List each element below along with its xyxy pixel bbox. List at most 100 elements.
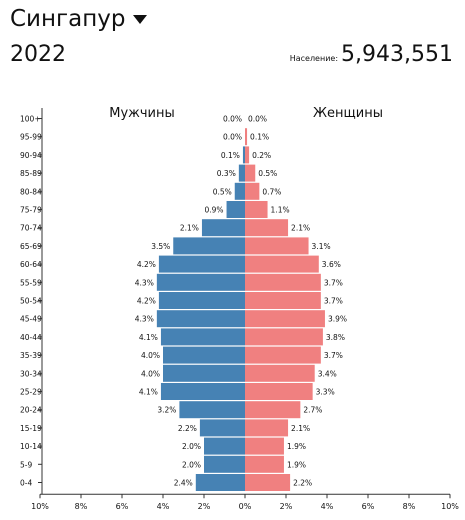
female-value-label: 3.7% — [324, 351, 343, 360]
male-bar — [160, 383, 245, 400]
age-label: 85-89 — [20, 169, 42, 178]
age-label: 50-54 — [20, 297, 42, 306]
male-bar — [234, 182, 245, 200]
male-bar — [226, 201, 245, 218]
female-bar — [245, 292, 321, 309]
age-label: 15-19 — [20, 424, 42, 433]
female-bar — [245, 219, 289, 237]
male-value-label: 2.0% — [182, 442, 201, 451]
male-bar — [158, 292, 245, 309]
female-side-label: Женщины — [313, 106, 383, 121]
female-value-label: 0.1% — [250, 133, 269, 142]
male-bar — [179, 401, 245, 419]
female-value-label: 3.9% — [328, 315, 347, 324]
female-bar — [245, 401, 301, 419]
x-tick-label: 2% — [198, 502, 211, 511]
female-value-label: 2.7% — [303, 406, 322, 415]
female-value-label: 0.5% — [258, 169, 277, 178]
age-label: 30-34 — [20, 369, 42, 378]
age-label: 10-14 — [20, 442, 42, 451]
male-side-label: Мужчины — [109, 106, 175, 121]
male-value-label: 4.3% — [135, 278, 154, 287]
male-bar — [242, 146, 245, 164]
male-value-label: 4.0% — [141, 369, 160, 378]
female-bar — [245, 164, 256, 182]
male-bar — [156, 273, 245, 291]
female-value-label: 0.0% — [248, 115, 267, 124]
female-value-label: 3.4% — [318, 369, 337, 378]
female-bar — [245, 237, 309, 255]
female-value-label: 3.3% — [316, 388, 335, 397]
male-value-label: 0.0% — [223, 115, 242, 124]
female-bar — [245, 364, 315, 382]
male-value-label: 4.3% — [135, 315, 154, 324]
male-value-label: 4.1% — [139, 388, 158, 397]
female-bar — [245, 437, 284, 455]
male-value-label: 2.4% — [174, 479, 193, 488]
male-value-label: 0.9% — [204, 206, 223, 215]
x-tick-label: 6% — [362, 502, 375, 511]
age-label: 65-69 — [20, 242, 42, 251]
population-value: 5,943,551 — [341, 42, 453, 67]
female-value-label: 2.2% — [293, 479, 312, 488]
age-label: 70-74 — [20, 224, 42, 233]
female-bar — [245, 201, 268, 218]
age-label: 75-79 — [20, 206, 42, 215]
female-value-label: 1.9% — [287, 442, 306, 451]
male-value-label: 2.0% — [182, 460, 201, 469]
age-label: 35-39 — [20, 351, 42, 360]
female-bar — [245, 310, 325, 328]
male-value-label: 3.5% — [151, 242, 170, 251]
male-bar — [199, 419, 245, 437]
male-bar — [163, 364, 245, 382]
age-label: 60-64 — [20, 260, 42, 269]
male-bar — [163, 346, 245, 364]
caret-down-icon — [133, 14, 148, 24]
female-value-label: 3.8% — [326, 333, 345, 342]
female-bar — [245, 346, 321, 364]
male-value-label: 0.5% — [213, 187, 232, 196]
female-bar — [245, 383, 313, 400]
x-tick-label: 2% — [280, 502, 293, 511]
male-value-label: 2.2% — [178, 424, 197, 433]
female-value-label: 3.7% — [324, 278, 343, 287]
male-value-label: 0.3% — [217, 169, 236, 178]
female-value-label: 0.7% — [262, 187, 281, 196]
male-value-label: 0.0% — [223, 133, 242, 142]
female-value-label: 1.9% — [287, 460, 306, 469]
female-bar — [245, 455, 284, 473]
x-tick-label: 4% — [157, 502, 170, 511]
male-bar — [204, 437, 245, 455]
age-label: 20-24 — [20, 406, 42, 415]
female-value-label: 3.1% — [312, 242, 331, 251]
population-readout: Население: 5,943,551 — [290, 42, 453, 67]
country-selector[interactable]: Сингапур — [10, 6, 148, 32]
male-bar — [238, 164, 245, 182]
population-label: Население: — [289, 54, 339, 63]
female-bar — [245, 146, 250, 164]
male-value-label: 2.1% — [180, 224, 199, 233]
age-label: 90-94 — [20, 151, 42, 160]
male-bar — [201, 219, 245, 237]
x-tick-label: 8% — [403, 502, 416, 511]
age-label: 5-9 — [20, 460, 32, 469]
male-value-label: 3.2% — [157, 406, 176, 415]
year-label: 2022 — [10, 42, 66, 67]
male-value-label: 0.1% — [221, 151, 240, 160]
male-value-label: 4.0% — [141, 351, 160, 360]
female-bar — [245, 273, 321, 291]
male-bar — [173, 237, 245, 255]
female-value-label: 2.1% — [291, 224, 310, 233]
male-value-label: 4.1% — [139, 333, 158, 342]
x-tick-label: 10% — [441, 502, 459, 511]
female-value-label: 3.6% — [322, 260, 341, 269]
female-value-label: 3.7% — [324, 297, 343, 306]
country-name: Сингапур — [10, 6, 126, 32]
age-label: 25-29 — [20, 388, 42, 397]
age-label: 45-49 — [20, 315, 42, 324]
age-label: 40-44 — [20, 333, 42, 342]
age-label: 95-99 — [20, 133, 42, 142]
male-value-label: 4.2% — [137, 297, 156, 306]
female-bar — [245, 182, 260, 200]
